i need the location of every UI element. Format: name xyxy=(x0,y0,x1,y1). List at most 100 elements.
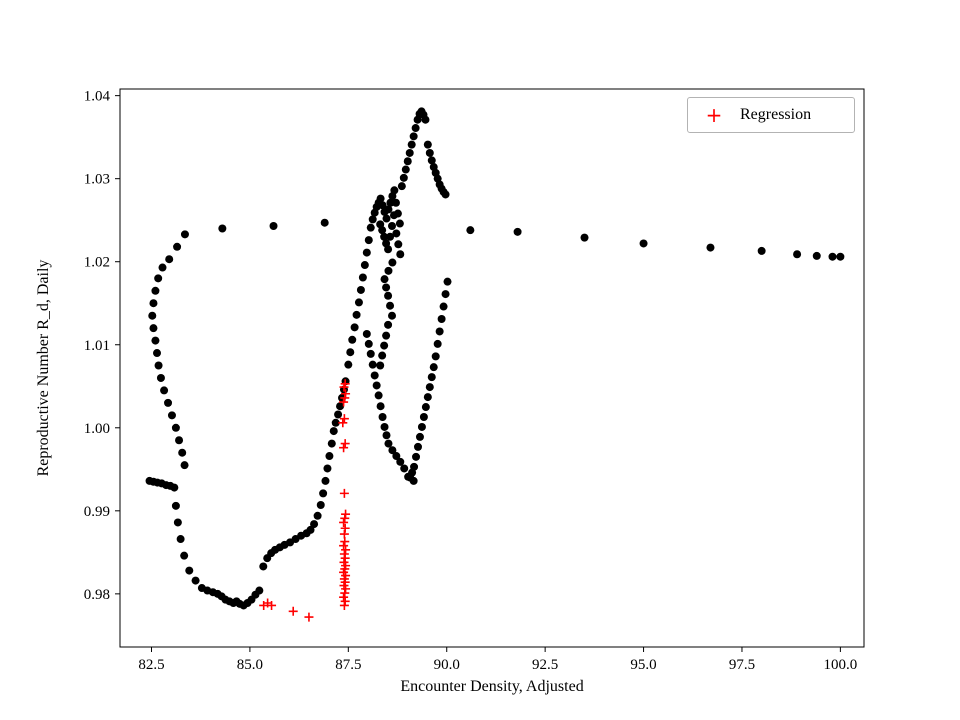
data-point xyxy=(321,476,330,485)
data-point xyxy=(354,298,363,307)
y-axis-label: Reproductive Number R_d, Daily xyxy=(35,259,52,477)
x-tick-label: 95.0 xyxy=(630,657,656,673)
y-tick-label: 0.98 xyxy=(84,587,110,603)
regression-point xyxy=(288,606,298,616)
data-point xyxy=(415,432,424,441)
data-point xyxy=(372,381,381,390)
data-point xyxy=(388,311,397,320)
data-point xyxy=(352,310,361,319)
data-point xyxy=(360,261,369,270)
data-point xyxy=(439,302,448,311)
data-point xyxy=(156,373,165,382)
regression-point xyxy=(339,549,349,559)
regression-point xyxy=(339,541,349,551)
data-point xyxy=(329,427,338,436)
data-point xyxy=(380,275,389,284)
data-point xyxy=(393,209,402,218)
data-point xyxy=(425,148,434,157)
data-point xyxy=(390,186,399,195)
data-point xyxy=(413,442,422,451)
data-point xyxy=(388,446,397,455)
data-point xyxy=(378,201,387,210)
data-point xyxy=(316,501,325,510)
data-point xyxy=(368,215,377,224)
data-point xyxy=(154,361,163,370)
data-point xyxy=(269,222,278,231)
regression-point xyxy=(339,592,349,602)
data-point xyxy=(384,205,393,214)
data-point xyxy=(399,173,408,182)
y-tick-label: 1.01 xyxy=(84,338,110,354)
data-point xyxy=(310,520,319,529)
legend: + Regression xyxy=(687,97,855,133)
data-point xyxy=(259,562,268,571)
x-axis-label: Encounter Density, Adjusted xyxy=(400,678,584,695)
data-point xyxy=(427,156,436,165)
data-point xyxy=(180,551,189,560)
data-point xyxy=(325,452,334,461)
data-point xyxy=(378,351,387,360)
data-point xyxy=(392,229,401,238)
data-point xyxy=(437,315,446,324)
data-point xyxy=(366,223,375,232)
data-point xyxy=(350,323,359,332)
data-point xyxy=(580,233,589,242)
data-point xyxy=(218,224,227,233)
data-point xyxy=(382,431,391,440)
data-point xyxy=(382,331,391,340)
data-point xyxy=(411,124,420,133)
x-tick-label: 90.0 xyxy=(434,657,460,673)
regression-point xyxy=(339,414,349,424)
data-point xyxy=(323,464,332,473)
data-point xyxy=(306,525,315,534)
data-point xyxy=(255,586,264,595)
data-point xyxy=(173,518,182,527)
data-point xyxy=(148,311,157,320)
regression-point xyxy=(339,517,349,527)
data-point xyxy=(167,411,176,420)
data-point xyxy=(191,576,200,585)
data-point xyxy=(380,232,389,241)
data-point xyxy=(327,439,336,448)
data-point xyxy=(423,393,432,402)
data-point xyxy=(396,250,405,259)
y-tick-label: 1.03 xyxy=(84,172,110,188)
regression-point xyxy=(304,612,314,622)
data-point xyxy=(419,412,428,421)
axes-frame xyxy=(119,88,865,648)
data-point xyxy=(173,242,182,251)
data-point xyxy=(394,240,403,249)
data-point xyxy=(433,339,442,348)
data-point xyxy=(757,246,766,255)
data-point xyxy=(401,165,410,174)
data-point xyxy=(706,243,715,252)
data-point xyxy=(466,226,475,235)
data-point xyxy=(386,232,395,241)
data-point xyxy=(368,360,377,369)
data-point xyxy=(376,402,385,411)
data-point xyxy=(380,341,389,350)
data-point xyxy=(151,286,160,295)
data-point xyxy=(513,227,522,236)
regression-marker-icon: + xyxy=(705,103,723,127)
regression-point xyxy=(339,557,349,567)
x-tick-label: 82.5 xyxy=(138,657,164,673)
data-point xyxy=(405,148,414,157)
data-point xyxy=(392,452,401,461)
data-point xyxy=(346,348,355,357)
data-point xyxy=(336,402,345,411)
data-point xyxy=(171,423,180,432)
data-point xyxy=(165,255,174,264)
data-point xyxy=(441,190,450,199)
regression-point xyxy=(340,596,350,606)
data-point xyxy=(417,422,426,431)
data-point xyxy=(384,291,393,300)
data-point xyxy=(425,383,434,392)
data-point xyxy=(421,115,430,124)
regression-point xyxy=(339,443,349,453)
data-point xyxy=(382,283,391,292)
data-point xyxy=(175,436,184,445)
data-point xyxy=(178,448,187,457)
regression-point xyxy=(267,600,277,610)
